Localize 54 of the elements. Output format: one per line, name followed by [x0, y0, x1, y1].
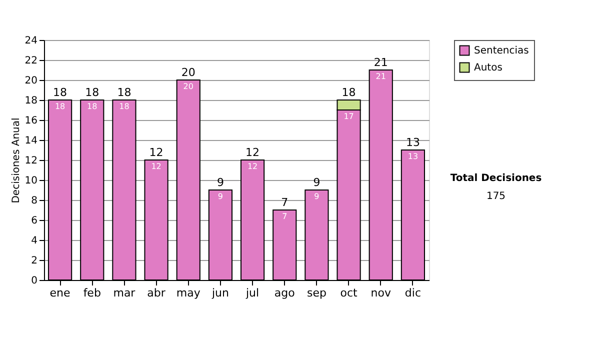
data-label: 20: [183, 82, 194, 91]
x-tick-label: abr: [147, 286, 166, 300]
y-tick-label: 20: [24, 76, 38, 86]
y-tick-label: 14: [24, 136, 38, 146]
data-label: 12: [151, 162, 162, 171]
x-tick-label: sep: [306, 286, 326, 300]
data-label: 9: [218, 192, 224, 201]
x-tick-label: dic: [404, 286, 422, 300]
data-label: 17: [344, 112, 354, 121]
y-tick-label: 10: [24, 176, 38, 186]
y-tick-label: 8: [31, 196, 38, 206]
data-label: 18: [119, 102, 130, 111]
x-tick-label: jul: [244, 286, 260, 300]
total-label: 9: [313, 176, 320, 189]
legend-label: Sentencias: [474, 46, 529, 56]
y-tick-label: 2: [31, 256, 38, 266]
data-label: 12: [247, 162, 258, 171]
y-tick-label: 22: [24, 56, 38, 66]
x-tick-label: oct: [340, 286, 358, 300]
y-tick-label: 12: [24, 156, 38, 166]
total-label: 21: [374, 56, 388, 69]
text: Total Decisiones: [450, 173, 542, 184]
total-label: 18: [53, 86, 68, 99]
x-tick-label: may: [176, 286, 201, 300]
data-label: 7: [282, 212, 288, 221]
total-label: 20: [181, 66, 196, 79]
x-tick-label: feb: [83, 286, 101, 300]
y-tick-label: 0: [31, 276, 38, 286]
total-label: 12: [246, 146, 260, 159]
y-axis-title: Decisiones Anual: [10, 118, 22, 204]
y-tick-label: 18: [24, 96, 38, 106]
y-tick-label: 16: [24, 116, 38, 126]
total-label: 18: [117, 86, 132, 99]
legend-label: Autos: [474, 62, 502, 74]
y-tick-label: 6: [31, 216, 38, 226]
total-label: 18: [85, 86, 100, 99]
x-tick-label: mar: [113, 286, 136, 300]
x-tick-label: nov: [370, 286, 392, 300]
data-label: 21: [376, 72, 386, 81]
total-label: 7: [281, 196, 288, 209]
data-label: 18: [87, 102, 98, 111]
text: 175: [486, 191, 506, 202]
x-tick-label: ene: [50, 286, 71, 300]
x-tick-label: jun: [210, 286, 229, 300]
y-tick-label: 24: [24, 36, 38, 46]
data-label: 18: [54, 102, 66, 111]
y-tick-label: 4: [31, 236, 38, 246]
total-label: 18: [342, 86, 356, 99]
total-label: 12: [149, 146, 164, 159]
total-label: 9: [216, 176, 224, 189]
data-label: 9: [314, 192, 320, 201]
total-label: 13: [406, 136, 420, 149]
x-tick-label: ago: [274, 286, 296, 300]
data-label: 13: [408, 152, 418, 161]
